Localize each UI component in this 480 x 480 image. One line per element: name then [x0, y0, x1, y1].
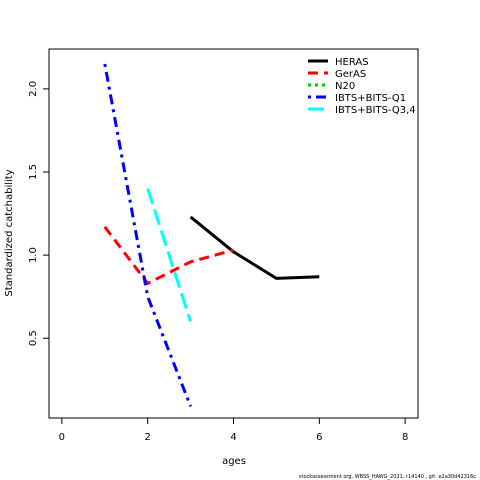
- footer-text: stockassessment.org, WBSS_HAWG_2021, r14…: [299, 474, 476, 480]
- series-line-heras: [189, 215, 320, 280]
- x-tick-label: 2: [144, 432, 150, 443]
- x-axis: 0 2 4 6 8: [59, 417, 408, 443]
- x-tick-label: 4: [230, 432, 236, 443]
- y-tick-label: 0.5: [28, 330, 39, 346]
- x-tick-label: 0: [59, 432, 65, 443]
- legend-label: GerAS: [335, 69, 366, 80]
- series-line-geras: [103, 225, 234, 285]
- legend-label: IBTS+BITS-Q3,4: [335, 105, 416, 116]
- series-line-ibts-bits-q1: [103, 63, 192, 407]
- legend-label: N20: [335, 81, 355, 92]
- y-axis: 0.5 1.0 1.5 2.0: [28, 81, 50, 346]
- x-axis-title: ages: [222, 456, 246, 467]
- y-tick-label: 2.0: [28, 81, 39, 97]
- x-tick-label: 8: [402, 432, 408, 443]
- y-tick-label: 1.0: [28, 247, 39, 263]
- series-layer: [103, 63, 320, 407]
- legend-label: HERAS: [335, 57, 369, 68]
- series-line-ibts-bits-q3-4: [146, 188, 193, 323]
- legend-label: IBTS+BITS-Q1: [335, 93, 406, 104]
- y-axis-title: Standardized catchability: [4, 169, 15, 296]
- x-tick-label: 6: [316, 432, 322, 443]
- y-tick-label: 1.5: [28, 164, 39, 180]
